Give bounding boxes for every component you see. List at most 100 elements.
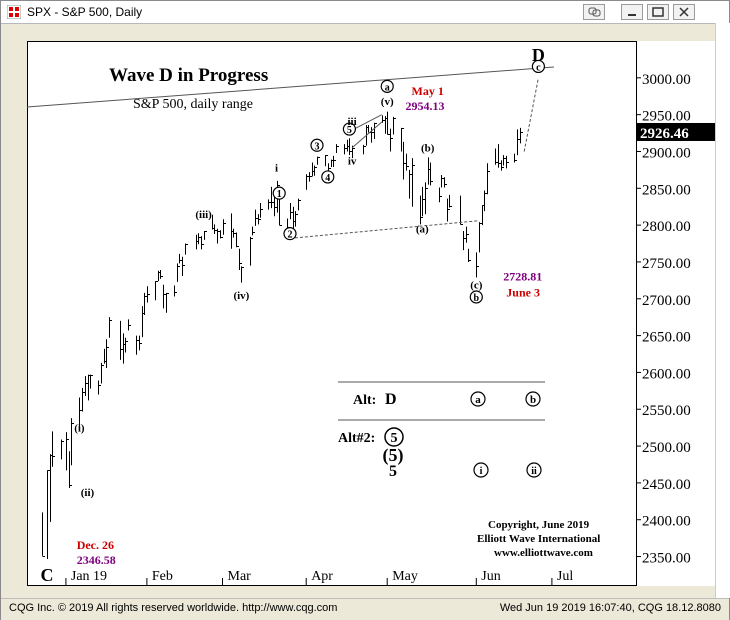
status-copyright: CQG Inc. © 2019 All rights reserved worl… (9, 602, 338, 614)
y-tick-label: 2500.00 (642, 440, 691, 456)
close-button[interactable] (673, 4, 695, 20)
y-tick-label: 2850.00 (642, 182, 691, 198)
chart-subtitle: S&P 500, daily range (133, 97, 253, 112)
x-tick-label: Feb (152, 569, 173, 584)
y-tick-label: 2400.00 (642, 514, 691, 530)
annotation-date: June 3 (506, 285, 540, 299)
wave-label: b (474, 293, 480, 304)
annotation-value: 2728.81 (503, 269, 542, 283)
wave-label-circle (469, 290, 483, 304)
alt-item: a (475, 394, 481, 406)
y-tick-label: 2800.00 (642, 219, 691, 235)
wave-label: (b) (421, 142, 435, 154)
wave-label: 5 (347, 125, 352, 136)
y-tick-label: 2900.00 (642, 145, 691, 161)
wave-label: 4 (325, 173, 330, 184)
x-tick-label: May (392, 569, 418, 584)
annotation-value: 2954.13 (406, 99, 445, 113)
x-tick-label: Jan 19 (71, 569, 107, 584)
y-tick-label: 2450.00 (642, 477, 691, 493)
x-tick-label: Jul (557, 569, 573, 584)
maximize-button[interactable] (647, 4, 669, 20)
cqg-app-icon (7, 5, 21, 19)
wave-label-circle (272, 186, 286, 200)
wave-label-circle (283, 227, 297, 241)
wave-label-circle (531, 59, 546, 74)
x-tick-label: Apr (311, 569, 333, 584)
wave-label: 1 (277, 189, 282, 200)
price-chart: 3000.00 2950.00 2900.00 2850.00 2800.00 2750.… (26, 45, 715, 586)
minimize-button[interactable] (621, 4, 643, 20)
status-bar: CQG Inc. © 2019 All rights reserved worl… (1, 598, 729, 620)
wave-label: 2 (288, 230, 293, 241)
x-tick-label: Jun (481, 569, 500, 584)
minimize-icon (628, 14, 636, 16)
alt-item-circle (525, 391, 541, 407)
alt-item: 5 (389, 463, 397, 480)
lower-trendline (289, 220, 480, 239)
chart-title: Wave D in Progress (109, 65, 268, 86)
annotation-value: 2346.58 (77, 553, 116, 567)
y-tick-label: 2600.00 (642, 366, 691, 382)
wave-label-circle (380, 79, 394, 93)
wave-label: (ii) (81, 487, 95, 499)
copyright-line-1: Copyright, June 2019 (488, 519, 590, 531)
y-tick-label: 2750.00 (642, 256, 691, 272)
copyright-line-3: www.elliottwave.com (494, 547, 593, 559)
wedge-bottom-line (351, 121, 383, 149)
copyright-line-2: Elliott Wave International (477, 533, 600, 545)
wave-label-circle (342, 122, 356, 136)
wave-label-circle (310, 138, 324, 152)
projection-line (523, 77, 539, 152)
wave-label: (iii) (195, 209, 212, 221)
alt-label: Alt: (353, 393, 376, 408)
window-title: SPX - S&P 500, Daily (27, 5, 143, 19)
annotation-date: Dec. 26 (77, 538, 114, 552)
y-tick-label: 3000.00 (642, 72, 691, 88)
link-icon (588, 7, 601, 17)
alt-item-circle (473, 462, 489, 478)
title-bar[interactable]: SPX - S&P 500, Daily (1, 1, 729, 24)
alt-item: b (530, 394, 536, 406)
alt-item: (5) (383, 445, 404, 466)
y-tick-label: 2950.00 (642, 109, 691, 125)
wave-label: (iv) (233, 290, 249, 302)
wave-label: (v) (381, 96, 394, 108)
last-price-label: 2926.46 (640, 126, 689, 142)
link-button[interactable] (583, 4, 605, 20)
wave-label: (c) (470, 279, 483, 291)
y-tick-label: 2700.00 (642, 293, 691, 309)
wave-label: (i) (74, 422, 85, 434)
chart-plot-frame (27, 41, 637, 586)
alt-item: i (480, 466, 483, 477)
x-tick-label: Mar (228, 569, 252, 584)
wave-label: iv (348, 156, 357, 168)
y-tick-label: 2350.00 (642, 551, 691, 567)
upper-trendline (26, 66, 555, 108)
annotation-date: May 1 (412, 84, 444, 98)
alt-item: D (385, 391, 397, 408)
wave-label: C (41, 565, 54, 585)
maximize-icon (652, 7, 664, 17)
close-icon (679, 7, 689, 17)
wave-label-circle (321, 170, 335, 184)
y-tick-label: 2650.00 (642, 330, 691, 346)
alt-item: ii (531, 466, 537, 477)
wave-label: D (532, 45, 545, 65)
status-timestamp: Wed Jun 19 2019 16:07:40, CQG 18.12.8080 (499, 602, 721, 614)
vertical-scrollbar[interactable] (715, 23, 730, 598)
wedge-top-line (351, 114, 383, 131)
wave-label: iii (348, 116, 357, 128)
alt-label: Alt#2: (338, 431, 375, 446)
last-price-box (637, 122, 715, 141)
y-tick-label: 2550.00 (642, 403, 691, 419)
chart-text-overlay: Wave D in Progress S&P 500, daily range … (109, 65, 600, 559)
alt-item-circle (526, 462, 542, 478)
wave-label: c (536, 62, 541, 73)
alt-item: 5 (391, 431, 398, 446)
wave-label: i (275, 162, 278, 174)
alt-item-circle (384, 427, 404, 447)
wave-label: a (385, 82, 390, 93)
alt-item-circle (470, 391, 486, 407)
